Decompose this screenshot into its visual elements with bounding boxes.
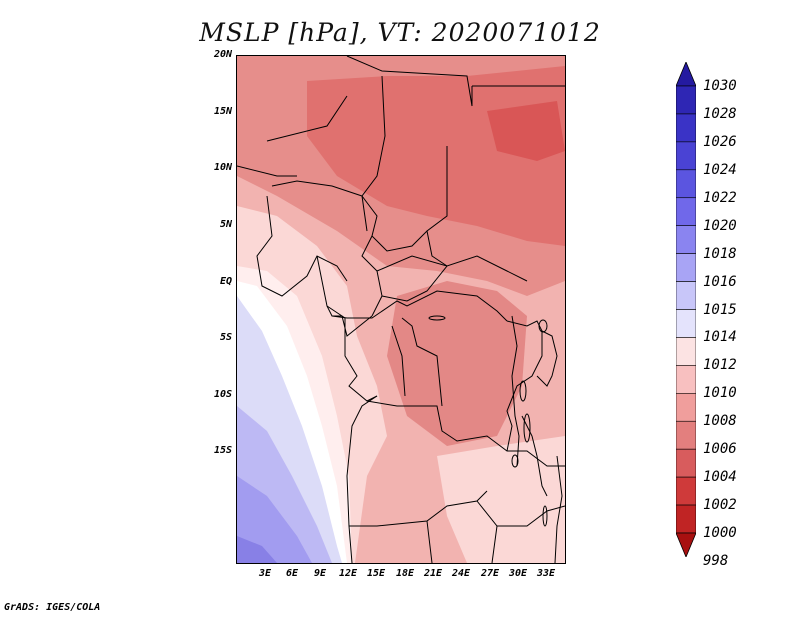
lon-label-6e: 6E [285, 568, 299, 579]
colorbar-swatch [676, 504, 696, 534]
pressure-field [237, 56, 565, 563]
field-1004-north [487, 101, 565, 161]
colorbar-swatch [676, 337, 696, 366]
field-1020-ocean [237, 476, 312, 563]
colorbar-label: 1008 [703, 413, 737, 430]
colorbar-label: 1004 [703, 469, 737, 486]
colorbar-label: 1015 [703, 301, 737, 318]
pressure-map [236, 55, 566, 564]
lat-label-20n: 20N [213, 49, 232, 60]
colorbar-label: 1018 [703, 245, 737, 262]
colorbar-label: 998 [703, 552, 729, 569]
colorbar-label: 1026 [703, 133, 737, 150]
lon-label-15e: 15E [366, 568, 386, 579]
lon-label-9e: 9E [313, 568, 327, 579]
lon-label-24e: 24E [451, 568, 471, 579]
map-title: MSLP [hPa], VT: 2020071012 [199, 18, 601, 47]
lon-label-12e: 12E [338, 568, 358, 579]
colorbar-swatch [676, 197, 696, 226]
colorbar-swatch [676, 113, 696, 143]
colorbar-top-arrow [676, 62, 696, 87]
colorbar-swatch [676, 141, 696, 171]
lat-label-eq: EQ [219, 276, 232, 287]
lat-label-15s: 15S [213, 445, 232, 456]
colorbar [676, 62, 696, 557]
colorbar-label: 1024 [703, 161, 737, 178]
colorbar-label: 1022 [703, 189, 737, 206]
colorbar-label: 1014 [703, 329, 737, 346]
colorbar-label: 1002 [703, 497, 737, 514]
colorbar-swatch [676, 393, 696, 422]
colorbar-swatch [676, 281, 696, 310]
colorbar-label: 1000 [703, 525, 737, 541]
colorbar-label: 1012 [703, 357, 737, 374]
lat-label-5s: 5S [219, 332, 232, 343]
colorbar-label: 1020 [703, 217, 737, 234]
colorbar-label: 1006 [703, 441, 737, 458]
colorbar-label: 1028 [703, 105, 737, 122]
lon-label-18e: 18E [395, 568, 415, 579]
colorbar-swatch [676, 448, 696, 478]
colorbar-swatch [676, 225, 696, 254]
colorbar-swatch [676, 85, 696, 115]
field-1022-ocean [237, 536, 277, 563]
lat-label-5n: 5N [219, 219, 232, 230]
footer-credit: GrADS: IGES/COLA [4, 602, 101, 613]
colorbar-swatch [676, 309, 696, 338]
colorbar-bottom-arrow [676, 532, 696, 557]
country-borders [237, 56, 565, 563]
lakes [428, 315, 548, 527]
lon-label-21e: 21E [423, 568, 443, 579]
lon-label-3e: 3E [258, 568, 272, 579]
colorbar-swatch [676, 476, 696, 506]
lon-label-27e: 27E [480, 568, 500, 579]
lon-label-33e: 33E [536, 568, 556, 579]
field-1008-congo [387, 281, 527, 446]
colorbar-label: 1030 [703, 78, 737, 94]
colorbar-swatch [676, 420, 696, 450]
lat-label-10s: 10S [213, 389, 232, 400]
colorbar-label: 1010 [703, 385, 737, 402]
lat-label-15n: 15N [213, 106, 232, 117]
lat-label-10n: 10N [213, 162, 232, 173]
lon-label-30e: 30E [508, 568, 528, 579]
colorbar-label: 1016 [703, 273, 737, 290]
field-1012-south [437, 436, 565, 563]
colorbar-swatch [676, 365, 696, 394]
colorbar-swatch [676, 169, 696, 199]
colorbar-swatch [676, 253, 696, 282]
